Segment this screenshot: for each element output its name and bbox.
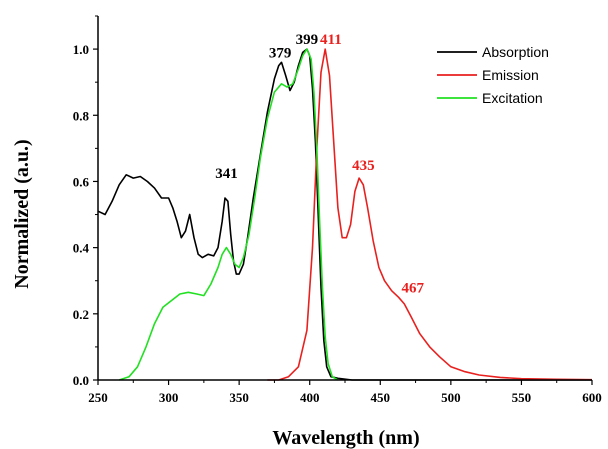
x-tick-label: 550	[512, 390, 532, 405]
legend: Absorption Emission Excitation	[437, 44, 549, 106]
series-line-emission	[267, 48, 593, 381]
y-tick-label: 0.6	[73, 174, 90, 189]
x-axis-title: Wavelength (nm)	[272, 427, 419, 449]
x-tick-label: 300	[159, 390, 179, 405]
peak-label-341: 341	[215, 166, 238, 182]
plot-lines	[97, 48, 593, 381]
legend-label-excitation: Excitation	[482, 90, 543, 106]
series-line-absorption	[97, 48, 592, 381]
y-tick-label: 1.0	[73, 42, 89, 57]
x-tick-label: 400	[300, 390, 320, 405]
y-axis-title: Normalized (a.u.)	[11, 139, 33, 288]
peak-label-467: 467	[401, 280, 424, 296]
axes: 250 300 350 400 450 500 550 600 0.0 0.2 0.4 0.6 0.8 1…	[73, 15, 602, 405]
y-tick-label: 0.2	[73, 307, 89, 322]
series-line-excitation	[118, 48, 339, 381]
x-tick-label: 450	[371, 390, 391, 405]
y-tick-label: 0.8	[73, 108, 90, 123]
peak-label-379: 379	[269, 45, 292, 61]
x-tick-label: 350	[229, 390, 249, 405]
legend-label-absorption: Absorption	[482, 44, 549, 60]
peak-label-399: 399	[296, 32, 319, 48]
x-tick-label: 250	[88, 390, 108, 405]
peak-label-411: 411	[320, 32, 342, 48]
x-tick-label: 500	[441, 390, 461, 405]
y-tick-label: 0.4	[73, 241, 90, 256]
y-tick-label: 0.0	[73, 373, 89, 388]
x-tick-label: 600	[582, 390, 602, 405]
legend-label-emission: Emission	[482, 67, 539, 83]
peak-label-435: 435	[352, 158, 375, 174]
